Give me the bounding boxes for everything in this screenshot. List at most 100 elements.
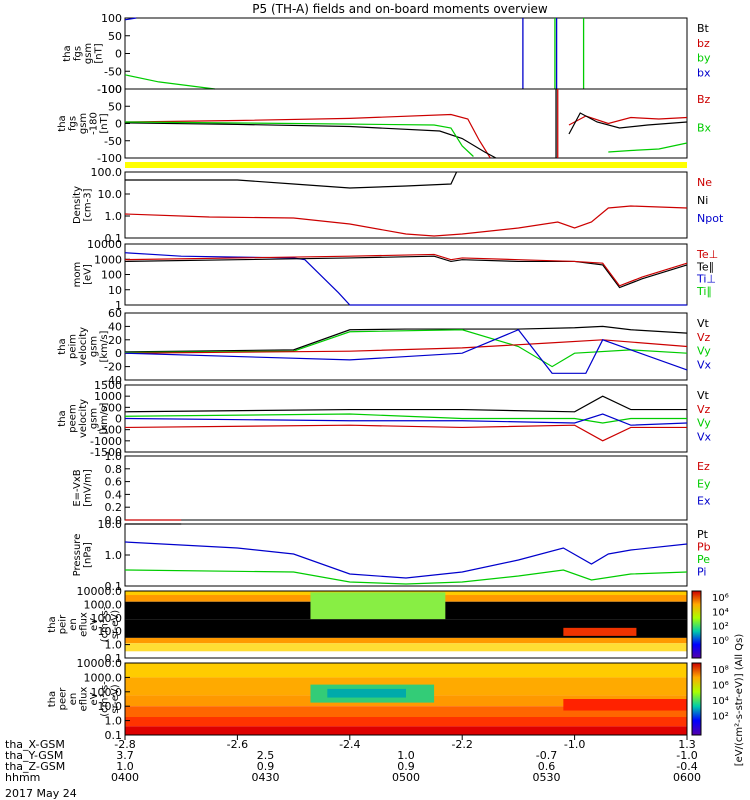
legend-entry: Vy — [697, 345, 711, 358]
y-tick-label: 1.0 — [105, 639, 123, 652]
series-line-Vy — [124, 329, 688, 368]
y-axis-label: [cm-3] — [83, 188, 94, 221]
legend-entry: Bt — [697, 22, 710, 35]
y-tick-label: -20 — [104, 361, 122, 374]
y-axis-label: (cm²-s- — [100, 681, 111, 717]
legend-entry: Pt — [697, 528, 709, 541]
y-axis-label: gsm — [89, 336, 100, 357]
y-axis-label: Pressure — [72, 534, 83, 577]
series-line-Bx — [124, 121, 474, 157]
y-tick-label: -500 — [97, 424, 122, 437]
y-tick-label: -40 — [104, 374, 122, 387]
y-tick-label: 0.0 — [105, 514, 123, 527]
x-tick-label: -2.8 — [114, 738, 135, 751]
x-row-label: hhmm — [5, 771, 40, 784]
y-axis-label: tha — [47, 616, 58, 632]
y-tick-label: 100.0 — [91, 612, 123, 625]
series-line-Bx2 — [608, 142, 688, 153]
colorbar-tick: 10² — [712, 622, 729, 633]
panel-density: 100.0 10.0 1.0 0.1 Density [cm-3] Ne Ni Npot — [72, 166, 724, 245]
y-tick-label: 0.6 — [105, 476, 123, 489]
x-row-value: 0.6 — [538, 760, 556, 773]
series-line-Bt — [124, 122, 497, 159]
heatmap-band — [125, 706, 687, 717]
y-axis-label: gsm — [83, 43, 94, 64]
x-row-value: 0530 — [533, 771, 561, 784]
x-row-value: 1.0 — [116, 760, 134, 773]
series-line-Ne — [125, 171, 458, 189]
legend-entry: Ey — [697, 477, 711, 490]
x-row-label: tha_X-GSM — [5, 738, 65, 751]
colorbar-peer — [691, 662, 702, 736]
x-tick-label: -1.0 — [564, 738, 585, 751]
y-tick-label: -1000 — [90, 435, 122, 448]
y-axis-label: tha — [62, 45, 73, 61]
x-row-value: 3.7 — [116, 749, 134, 762]
y-tick-label: 0.4 — [105, 488, 123, 501]
y-axis-label: gsm — [78, 113, 89, 134]
colorbar-label: [eV/(cm²-s-str-eV)] (All Qs) — [734, 634, 745, 767]
panel-efield: 1.00.80.60.40.20.0 E=-VxB [mV/m] Ez Ey Ex — [72, 450, 711, 527]
y-axis-label: eflux — [79, 612, 90, 637]
y-axis-label: Density — [72, 186, 83, 224]
y-axis-label: [nT] — [94, 43, 105, 63]
legend-entry: Ez — [697, 460, 710, 473]
y-tick-label: 0.1 — [105, 729, 123, 742]
y-tick-label: 60 — [108, 307, 122, 320]
y-tick-label: 10000.0 — [77, 585, 123, 598]
series-line-Ti — [124, 252, 687, 306]
legend-entry: Vx — [697, 358, 712, 371]
heatmap-band — [125, 726, 687, 735]
panel-temp: 10000 1000 100 10 1 mom [eV] Te⊥Te∥Ti⊥Ti∥ — [72, 238, 718, 312]
heatmap-band — [310, 592, 446, 620]
series-line-Pi — [124, 541, 688, 579]
series-line-Bz — [124, 113, 491, 159]
y-axis-label: [km/s] — [99, 330, 110, 362]
y-tick-label: 100 — [101, 83, 122, 96]
x-tick-label: 1.3 — [678, 738, 696, 751]
y-axis-label: peim — [68, 334, 79, 359]
y-tick-label: 1000.0 — [84, 671, 123, 684]
y-tick-label: 10.0 — [98, 625, 123, 638]
x-row-value: 1.0 — [397, 749, 415, 762]
y-axis-label: peem — [68, 404, 79, 432]
y-tick-label: 0.1 — [105, 652, 123, 665]
y-tick-label: 10000 — [87, 238, 122, 251]
y-axis-label: [nT] — [99, 113, 110, 133]
legend-entry: Ti∥ — [696, 285, 712, 298]
legend-entry: Npot — [697, 212, 724, 225]
series-line-Vz — [124, 424, 687, 442]
y-axis-label: eV — [89, 618, 100, 631]
y-axis-label: sr-eV) — [110, 684, 121, 713]
y-tick-label: 0 — [115, 347, 122, 360]
colorbar-tick: 10⁴ — [712, 607, 729, 618]
y-tick-label: 50 — [108, 100, 122, 113]
y-tick-label: 10 — [108, 284, 122, 297]
legend-entry: Vz — [697, 331, 711, 344]
y-axis-label: velocity — [78, 327, 89, 366]
y-tick-label: 10.0 — [98, 188, 123, 201]
y-axis-label: en — [68, 618, 79, 631]
series-line-bx — [124, 17, 137, 21]
x-row-label: tha_Y-GSM — [5, 749, 63, 762]
y-tick-label: 0.1 — [105, 580, 123, 593]
series-line-Vt — [124, 395, 687, 413]
heatmap-band — [327, 688, 406, 698]
x-row-value: 0500 — [392, 771, 420, 784]
y-axis-label: -180 — [89, 112, 100, 135]
series-line-Vz — [124, 339, 688, 354]
x-tick-label: -2.2 — [451, 738, 472, 751]
colorbar-tick: 10⁰ — [712, 636, 729, 647]
figure-title: P5 (TH-A) fields and on-board moments ov… — [252, 2, 548, 16]
y-axis-label: tha — [57, 338, 68, 354]
y-tick-label: 100 — [101, 269, 122, 282]
panel-frame — [124, 384, 688, 453]
y-tick-label: 1.0 — [105, 450, 123, 463]
y-axis-label: tha — [47, 691, 58, 707]
x-row-label: tha_Z-GSM — [5, 760, 65, 773]
legend-entry: bz — [697, 37, 710, 50]
x-tick-label: -2.4 — [339, 738, 360, 751]
